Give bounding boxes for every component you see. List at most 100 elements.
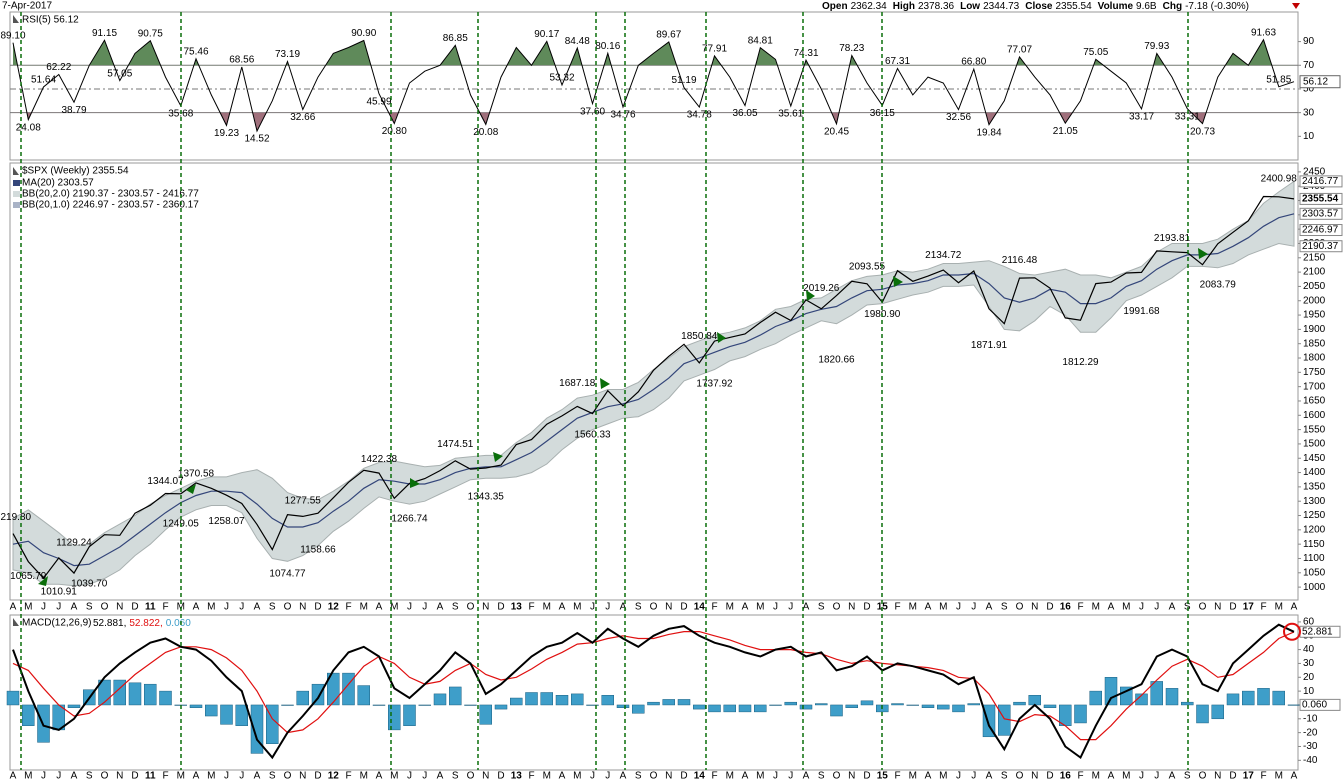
y-tick-label: 1200: [1303, 524, 1326, 535]
histogram-bar: [6, 690, 20, 706]
annotation: 1344.07: [147, 476, 184, 487]
y-tick-label: -40: [1303, 755, 1318, 766]
x-tick-label: N: [299, 602, 306, 613]
x-tick-label: A: [559, 602, 566, 613]
histogram-bar: [1226, 693, 1240, 706]
annotation: 1560.33: [574, 429, 611, 440]
histogram-bar: [1104, 677, 1118, 706]
x-tick-label: J: [773, 602, 778, 613]
x-tick-label: N: [848, 602, 855, 613]
right-value-box: [1299, 207, 1343, 220]
histogram-bar: [479, 704, 492, 725]
histogram-bar: [327, 672, 340, 706]
x-tick-label: N: [1031, 771, 1038, 781]
x-tick-label: A: [193, 602, 200, 613]
annotation: 1871.91: [971, 340, 1008, 351]
legend-value: 52.881,: [93, 618, 126, 629]
x-tick-label: D: [314, 602, 321, 613]
histogram-bar: [1074, 704, 1087, 724]
histogram-bar: [388, 704, 401, 731]
y-tick-label: 1050: [1303, 567, 1326, 578]
histogram-bar: [799, 704, 813, 710]
x-tick-label: 14: [694, 602, 706, 613]
x-tick-label: A: [620, 602, 627, 613]
x-tick-label: J: [971, 602, 976, 613]
annotation: 32.56: [946, 112, 971, 123]
x-tick-label: J: [407, 602, 412, 613]
x-tick-label: A: [1291, 771, 1298, 781]
histogram-bar: [372, 704, 386, 706]
x-tick-label: A: [803, 602, 810, 613]
x-tick-label: A: [254, 602, 261, 613]
x-tick-label: M: [1275, 771, 1283, 781]
x-tick-label: S: [452, 771, 459, 781]
right-value-box: [1299, 175, 1343, 188]
x-tick-label: M: [756, 602, 764, 613]
annotation: 2083.79: [1200, 279, 1237, 290]
x-tick-label: 16: [1060, 602, 1072, 613]
legend-entry: BB(20,1.0) 2246.97 - 2303.57 - 2360.17: [22, 200, 199, 211]
histogram-bar: [555, 695, 569, 706]
x-tick-label: O: [1016, 602, 1024, 613]
x-tick-label: A: [376, 771, 383, 781]
x-tick-label: F: [162, 771, 168, 781]
quote-label: Close: [1025, 1, 1053, 12]
y-tick-label: 1400: [1303, 467, 1326, 478]
x-tick-label: N: [482, 771, 489, 781]
highlight-circle: [1283, 622, 1301, 641]
x-tick-label: O: [650, 602, 658, 613]
histogram-bar: [525, 692, 538, 706]
x-tick-label: A: [742, 771, 749, 781]
buy-arrow: [1198, 248, 1208, 259]
annotation: 90.75: [138, 28, 163, 39]
histogram-bar: [540, 692, 553, 706]
x-tick-label: A: [10, 602, 17, 613]
x-tick-label: F: [1260, 771, 1266, 781]
annotation: 1812.29: [1062, 357, 1099, 368]
annotation: 1277.55: [285, 495, 322, 506]
right-value-box: [1299, 192, 1343, 205]
annotation: 75.05: [1083, 47, 1108, 58]
x-tick-label: M: [543, 602, 551, 613]
legend-icon: [13, 618, 19, 626]
x-tick-label: N: [1031, 602, 1038, 613]
histogram-bar: [616, 704, 630, 708]
x-tick-label: 17: [1243, 771, 1255, 781]
histogram-bar: [281, 704, 294, 706]
annotation: 24.08: [16, 122, 41, 133]
x-tick-label: A: [437, 602, 444, 613]
quote-label: Volume: [1098, 1, 1134, 12]
x-tick-label: J: [239, 771, 244, 781]
x-tick-label: A: [437, 771, 444, 781]
legend-icon: [13, 15, 19, 23]
x-tick-label: M: [360, 602, 368, 613]
x-tick-label: J: [224, 771, 229, 781]
buy-arrow: [806, 290, 815, 301]
x-tick-label: J: [605, 771, 610, 781]
x-tick-label: F: [162, 602, 168, 613]
histogram-bar: [1211, 704, 1224, 720]
x-tick-label: 13: [511, 771, 523, 781]
histogram-bar: [693, 704, 706, 710]
ma-line: [12, 213, 1295, 567]
chart-date: 7-Apr-2017: [2, 1, 52, 12]
annotation: 2093.55: [849, 262, 886, 273]
histogram-bar: [601, 695, 614, 706]
x-tick-label: A: [193, 771, 200, 781]
histogram-bar: [723, 704, 736, 713]
x-tick-label: D: [680, 602, 687, 613]
x-tick-label: J: [956, 771, 961, 781]
annotation: 1266.74: [391, 513, 428, 524]
annotation: 1219.80: [0, 512, 32, 523]
annotation: 45.99: [366, 96, 391, 107]
y-tick-label: 1550: [1303, 424, 1326, 435]
x-tick-label: S: [452, 602, 459, 613]
quote-value: 2378.36: [918, 1, 955, 12]
annotation: 35.61: [778, 109, 803, 120]
x-tick-label: J: [956, 602, 961, 613]
x-tick-label: A: [925, 771, 932, 781]
x-tick-label: 17: [1243, 602, 1255, 613]
x-tick-label: M: [1275, 602, 1283, 613]
y-tick-label: -10: [1303, 713, 1318, 724]
